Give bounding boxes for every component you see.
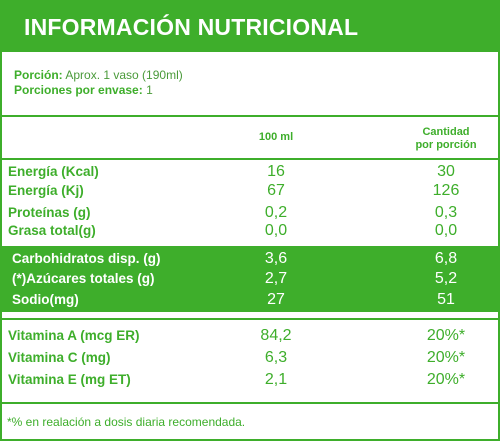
table-row: (*)Azúcares totales (g) 2,7 5,2 — [2, 270, 498, 290]
divider — [2, 158, 498, 160]
portion-label: Porción: — [14, 68, 63, 82]
value-per-serving: 20%* — [426, 349, 466, 366]
column-header-per-serving: Cantidad por porción — [396, 126, 496, 152]
nutrient-label: Vitamina A (mcg ER) — [8, 328, 140, 343]
nutrient-label: Sodio(mg) — [12, 292, 79, 307]
value-per-serving: 20%* — [426, 327, 466, 344]
value-100ml: 0,2 — [264, 204, 288, 221]
value-per-serving: 126 — [432, 182, 460, 199]
value-100ml: 67 — [267, 182, 285, 199]
column-header-100ml: 100 ml — [258, 131, 294, 143]
value-100ml: 16 — [267, 163, 285, 180]
title-bar: INFORMACIÓN NUTRICIONAL — [2, 2, 498, 52]
column-header-line1: Cantidad — [422, 126, 470, 138]
value-per-serving: 30 — [437, 163, 455, 180]
table-row: Grasa total(g) 0,0 0,0 — [2, 222, 498, 242]
value-100ml: 0,0 — [264, 222, 288, 239]
value-100ml: 2,7 — [264, 270, 288, 287]
nutrient-label: Energía (Kcal) — [8, 164, 99, 179]
column-header-line2: por porción — [415, 139, 477, 151]
table-row: Vitamina E (mg ET) 2,1 20%* — [2, 371, 498, 391]
divider — [2, 402, 498, 404]
value-per-serving: 5,2 — [434, 270, 458, 287]
highlight-band: Carbohidratos disp. (g) 3,6 6,8 (*)Azúca… — [2, 246, 498, 312]
nutrient-label: Proteínas (g) — [8, 205, 91, 220]
value-100ml: 3,6 — [264, 250, 288, 267]
value-per-serving: 51 — [437, 291, 455, 308]
nutrient-label: Vitamina E (mg ET) — [8, 372, 131, 387]
table-row: Carbohidratos disp. (g) 3,6 6,8 — [2, 250, 498, 270]
nutrient-label: Energía (Kj) — [8, 183, 84, 198]
value-100ml: 84,2 — [260, 327, 292, 344]
nutrient-label: Carbohidratos disp. (g) — [12, 251, 161, 266]
nutrient-label: (*)Azúcares totales (g) — [12, 271, 155, 286]
nutrient-label: Grasa total(g) — [8, 223, 96, 238]
servings-per-container: Porciones por envase: 1 — [14, 83, 153, 97]
servings-label: Porciones por envase: — [14, 83, 143, 97]
portion-value: Aprox. 1 vaso (190ml) — [65, 68, 183, 82]
table-row: Energía (Kj) 67 126 — [2, 182, 498, 202]
table-row: Sodio(mg) 27 51 — [2, 291, 498, 311]
value-per-serving: 6,8 — [434, 250, 458, 267]
value-per-serving: 0,0 — [434, 222, 458, 239]
table-row: Vitamina C (mg) 6,3 20%* — [2, 349, 498, 369]
value-per-serving: 20%* — [426, 371, 466, 388]
value-100ml: 6,3 — [264, 349, 288, 366]
value-100ml: 27 — [267, 291, 285, 308]
divider — [2, 115, 498, 117]
value-per-serving: 0,3 — [434, 204, 458, 221]
panel-title: INFORMACIÓN NUTRICIONAL — [24, 14, 359, 40]
value-100ml: 2,1 — [264, 371, 288, 388]
servings-value: 1 — [146, 83, 153, 97]
nutrient-label: Vitamina C (mg) — [8, 350, 111, 365]
table-row: Proteínas (g) 0,2 0,3 — [2, 204, 498, 224]
divider — [2, 318, 498, 320]
table-row: Vitamina A (mcg ER) 84,2 20%* — [2, 327, 498, 347]
footnote: *% en realación a dosis diaria recomenda… — [7, 415, 246, 429]
table-row: Energía (Kcal) 16 30 — [2, 163, 498, 183]
portion-size: Porción: Aprox. 1 vaso (190ml) — [14, 68, 183, 82]
